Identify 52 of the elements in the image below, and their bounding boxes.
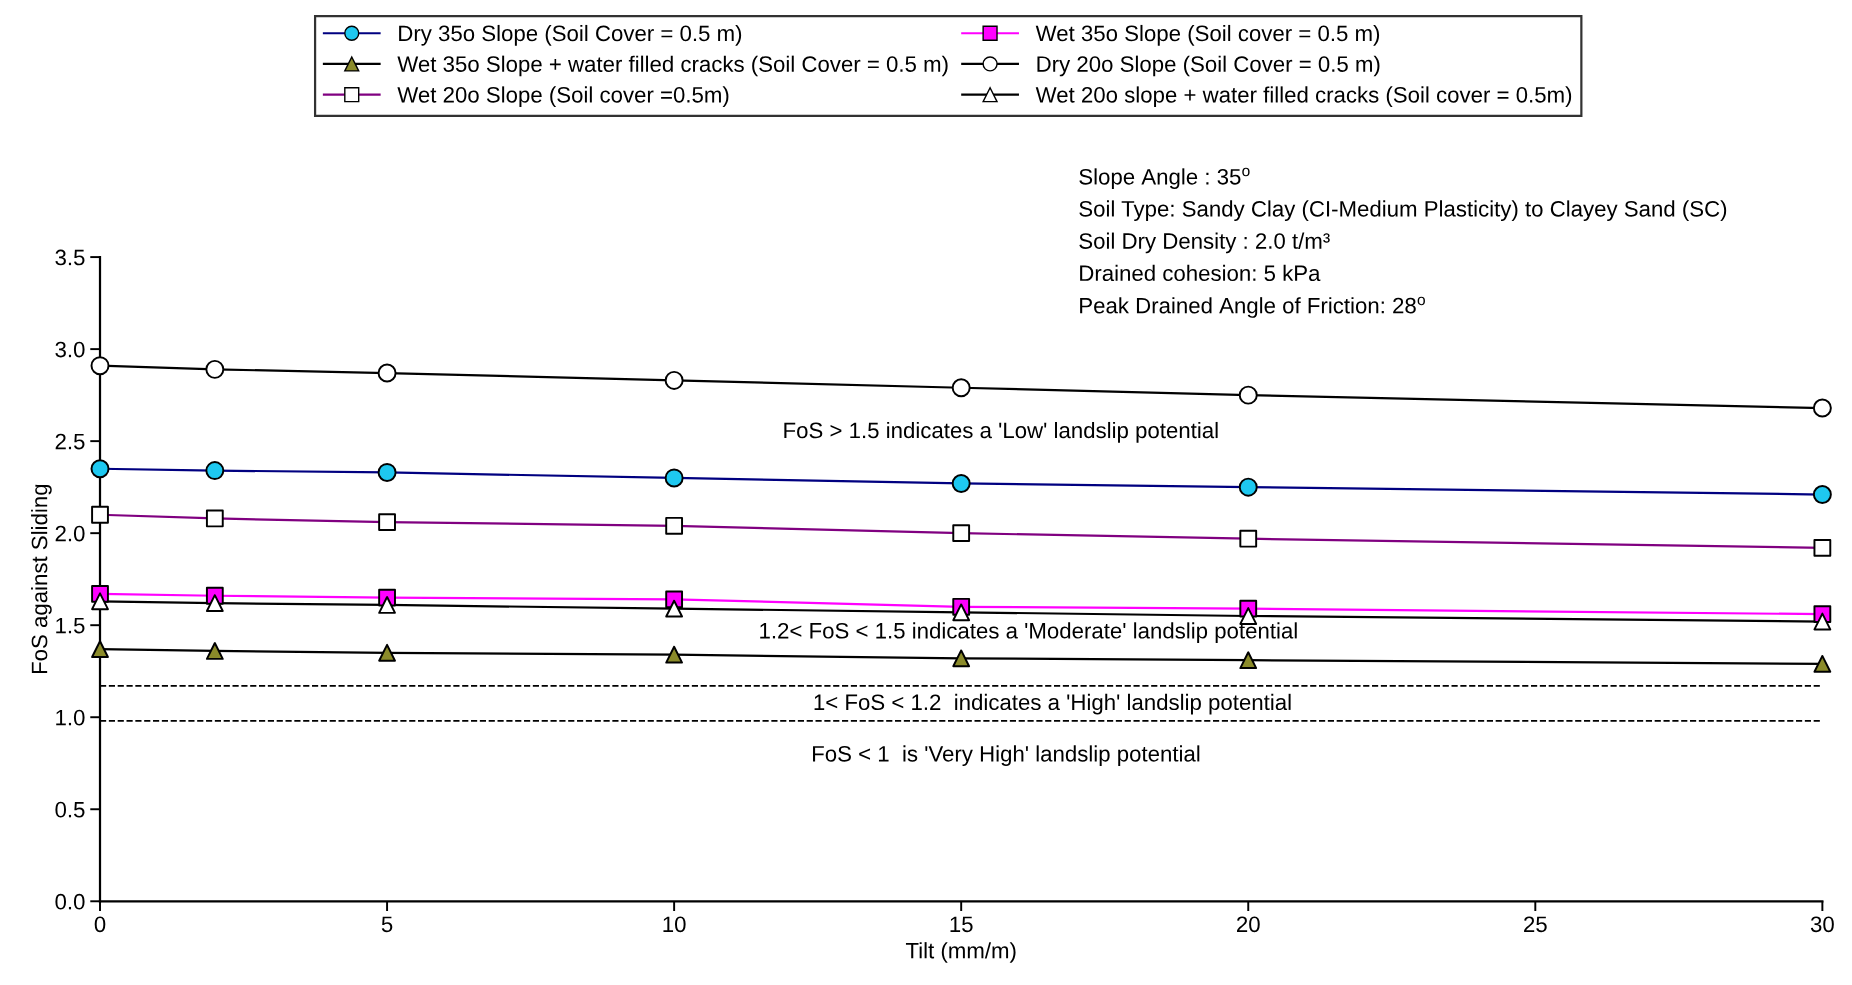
y-tick-label: 2.5	[55, 433, 85, 450]
x-tick-label: 0	[94, 916, 106, 933]
annotation: 1< FoS < 1.2 indicates a 'High' landslip potential	[814, 693, 1291, 715]
annotation: FoS > 1.5 indicates a 'Low' landslip potential	[784, 421, 1218, 443]
point	[665, 516, 684, 535]
y-tick-label: 2.0	[55, 525, 85, 542]
x-tick-label: 30	[1810, 916, 1834, 933]
y-tick-label: 3.5	[55, 249, 85, 266]
y-tick-label: 0.0	[55, 893, 85, 910]
x-tick-label: 15	[950, 916, 973, 933]
y-axis-title: FoS against Sliding	[31, 484, 52, 674]
legend-label: Wet 20o Slope (Soil cover =0.5m)	[397, 86, 729, 108]
point	[1239, 651, 1258, 670]
point	[91, 640, 109, 659]
point	[378, 643, 396, 662]
x-tick-label: 10	[663, 916, 686, 933]
point	[1813, 612, 1832, 631]
point	[1813, 539, 1832, 557]
text: Slope Angle : 35$^{o}$	[1079, 167, 1250, 190]
point	[952, 524, 971, 543]
x-axis-title: Tilt (mm/m)	[905, 942, 1016, 963]
legend-label: Dry 20o Slope (Soil Cover = 0.5 m)	[1037, 55, 1380, 77]
point	[1813, 654, 1832, 673]
point	[378, 513, 396, 532]
point	[1239, 529, 1258, 548]
annotation: Drained cohesion: 5 kPa	[1080, 264, 1321, 282]
text: Soil Dry Density : 2.0 t/m³	[1079, 232, 1330, 254]
point	[378, 596, 396, 614]
annotation: 1.2< FoS < 1.5 indicates a 'Moderate' landslip potential	[760, 622, 1297, 644]
y-tick-label: 3.0	[55, 341, 85, 358]
legend-label: Wet 35o Slope + water filled cracks (Soil Cover = 0.5 m)	[397, 55, 948, 77]
point	[952, 603, 971, 622]
y-tick-label: 0.5	[55, 801, 85, 818]
point	[91, 592, 109, 611]
y-tick-label: 1.5	[56, 617, 85, 634]
x-tick-label: 20	[1237, 916, 1260, 933]
point	[665, 645, 684, 664]
point	[205, 594, 224, 612]
text: Soil Type: Sandy Clay (CI-Medium Plasticity) to Clayey Sand (SC)	[1079, 200, 1727, 222]
x-tick-label: 5	[381, 916, 393, 933]
legend-label: Wet 35o Slope (Soil cover = 0.5 m)	[1035, 24, 1380, 46]
point	[91, 505, 109, 524]
legend-label: Dry 35o Slope (Soil Cover = 0.5 m)	[399, 24, 742, 46]
legend-label: Wet 20o slope + water filled cracks (Soil cover = 0.5m)	[1035, 86, 1572, 108]
point	[952, 649, 971, 668]
point	[205, 509, 224, 528]
annotation: Peak Drained Angle of Friction: 28$^{o}$	[1080, 296, 1425, 318]
point	[205, 642, 224, 660]
y-tick-label: 1.0	[56, 709, 85, 726]
point	[665, 599, 684, 618]
annotation: FoS < 1 is 'Very High' landslip potential	[813, 745, 1200, 767]
x-tick-label: 25	[1524, 916, 1547, 933]
